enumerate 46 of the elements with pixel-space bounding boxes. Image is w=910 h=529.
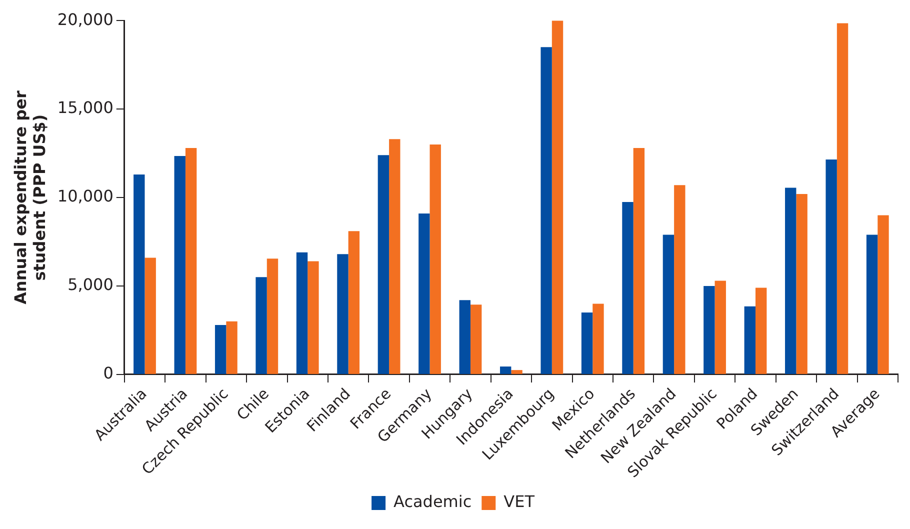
bar bbox=[256, 277, 267, 374]
y-tick-label: 5,000 bbox=[68, 275, 114, 294]
bar bbox=[185, 148, 197, 374]
bar bbox=[500, 366, 512, 374]
y-tick-label: 10,000 bbox=[57, 186, 114, 206]
bar bbox=[622, 202, 634, 374]
bar bbox=[418, 213, 430, 374]
bar bbox=[348, 231, 360, 374]
bar bbox=[430, 144, 441, 374]
bar bbox=[785, 188, 796, 374]
bar bbox=[552, 20, 564, 374]
bar bbox=[704, 286, 715, 374]
bar bbox=[378, 155, 390, 374]
bar bbox=[714, 280, 726, 374]
bar bbox=[744, 306, 756, 374]
bar bbox=[581, 312, 593, 374]
legend-label: Academic bbox=[394, 492, 472, 512]
bar bbox=[796, 194, 808, 374]
bar bbox=[459, 300, 470, 374]
y-axis-title: Annual expenditure per student (PPP US$) bbox=[10, 90, 49, 304]
bar bbox=[144, 258, 156, 374]
bar bbox=[755, 288, 767, 374]
bar bbox=[214, 324, 226, 374]
y-tick-label: 15,000 bbox=[57, 98, 114, 118]
bar bbox=[174, 156, 186, 374]
bar bbox=[266, 258, 278, 374]
bar bbox=[296, 252, 308, 374]
bar bbox=[511, 370, 522, 374]
bar bbox=[592, 304, 604, 374]
y-tick-label: 0 bbox=[103, 364, 114, 383]
bar bbox=[826, 160, 837, 374]
bar bbox=[470, 304, 482, 374]
y-tick-label: 20,000 bbox=[57, 10, 114, 29]
bar bbox=[878, 215, 889, 374]
bar bbox=[674, 185, 686, 374]
bar bbox=[633, 148, 645, 374]
legend-label: VET bbox=[504, 492, 535, 512]
bar bbox=[308, 261, 319, 374]
bar bbox=[389, 139, 400, 374]
bar bbox=[337, 254, 348, 374]
bar bbox=[134, 174, 145, 374]
bar bbox=[866, 234, 878, 374]
bar bbox=[226, 321, 238, 374]
bar bbox=[662, 234, 674, 374]
bar bbox=[836, 23, 848, 374]
bar bbox=[540, 47, 552, 374]
